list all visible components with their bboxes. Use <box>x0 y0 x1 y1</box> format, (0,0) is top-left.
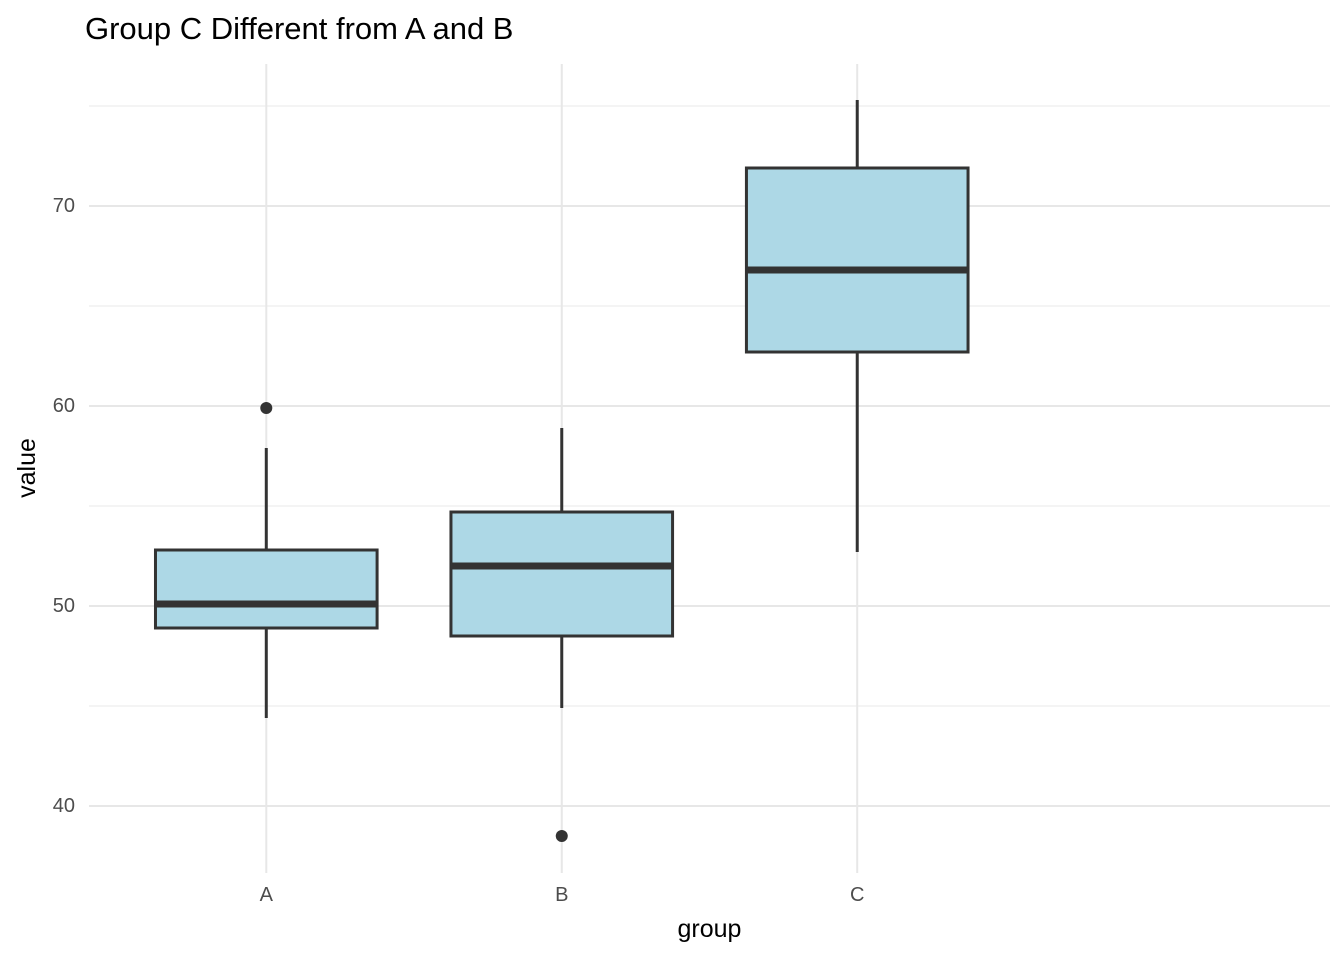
boxplot-group-B <box>449 428 675 842</box>
boxplot-group-C <box>744 100 970 552</box>
plot-canvas <box>89 64 1330 873</box>
x-tick-label-C: C <box>850 884 865 906</box>
chart-title: Group C Different from A and B <box>85 11 514 46</box>
y-tick-label-50: 50 <box>52 595 75 617</box>
x-tick-label-A: A <box>259 884 273 906</box>
iqr-box-B <box>449 510 675 638</box>
y-axis-title: value <box>13 438 41 498</box>
iqr-box-C <box>744 166 970 354</box>
plot-panel <box>89 64 1330 873</box>
outlier-point-A <box>260 402 273 414</box>
y-tick-label-40: 40 <box>52 795 75 817</box>
boxplot-group-A <box>153 402 379 718</box>
x-tick-label-B: B <box>555 884 569 906</box>
x-axis-title: group <box>677 915 742 943</box>
outlier-point-B <box>555 830 568 842</box>
y-tick-label-60: 60 <box>52 395 75 417</box>
y-tick-label-70: 70 <box>52 195 75 217</box>
iqr-box-A <box>153 548 379 630</box>
